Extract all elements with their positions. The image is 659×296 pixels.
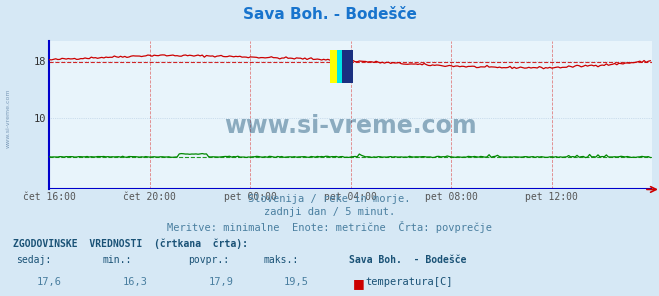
Text: min.:: min.: [102, 255, 132, 265]
Text: ■: ■ [353, 277, 364, 290]
Text: Meritve: minimalne  Enote: metrične  Črta: povprečje: Meritve: minimalne Enote: metrične Črta:… [167, 221, 492, 233]
Text: 17,9: 17,9 [208, 277, 233, 287]
Text: ZGODOVINSKE  VREDNOSTI  (črtkana  črta):: ZGODOVINSKE VREDNOSTI (črtkana črta): [13, 238, 248, 249]
Text: 16,3: 16,3 [123, 277, 148, 287]
Text: sedaj:: sedaj: [16, 255, 51, 265]
Text: maks.:: maks.: [264, 255, 299, 265]
Text: www.si-vreme.com: www.si-vreme.com [5, 89, 11, 148]
Text: povpr.:: povpr.: [188, 255, 229, 265]
Bar [337, 50, 349, 83]
Text: temperatura[C]: temperatura[C] [366, 277, 453, 287]
Text: Sava Boh.  - Bodešče: Sava Boh. - Bodešče [349, 255, 467, 265]
Text: Slovenija / reke in morje.: Slovenija / reke in morje. [248, 194, 411, 204]
Text: 19,5: 19,5 [284, 277, 309, 287]
Bar [343, 50, 353, 83]
Text: Sava Boh. - Bodešče: Sava Boh. - Bodešče [243, 7, 416, 22]
Text: 17,6: 17,6 [37, 277, 62, 287]
Bar [330, 50, 347, 83]
Text: zadnji dan / 5 minut.: zadnji dan / 5 minut. [264, 207, 395, 217]
Text: www.si-vreme.com: www.si-vreme.com [225, 114, 477, 138]
